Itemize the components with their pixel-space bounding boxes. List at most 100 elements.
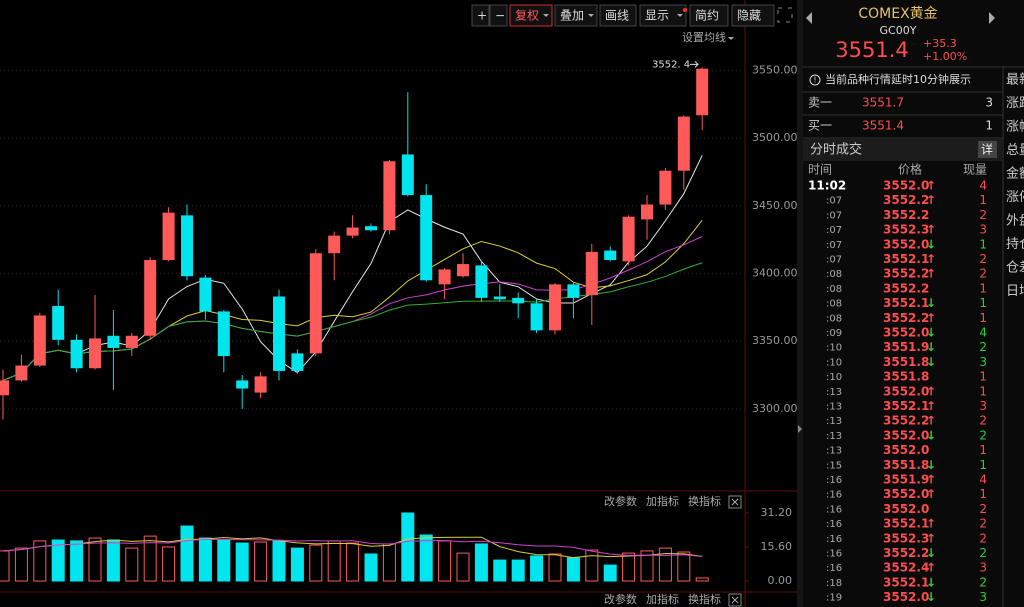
toolbar-label[interactable]: 隐藏	[737, 9, 761, 23]
detail-label[interactable]: 详	[981, 142, 993, 157]
volume-bar	[235, 542, 249, 582]
indicator-link[interactable]: 加指标	[646, 592, 679, 606]
toolbar-label[interactable]: 显示	[645, 9, 669, 23]
close-x[interactable]	[731, 498, 739, 506]
trade-arrow: ↓	[926, 326, 936, 340]
trade-time: :08	[826, 313, 842, 324]
trades-title: 分时成交	[810, 142, 862, 158]
toolbar-button[interactable]	[471, 4, 490, 27]
dropdown-caret[interactable]	[728, 37, 734, 40]
y-tick-label: 3300.00	[752, 402, 798, 415]
trade-arrow: ↓	[926, 237, 936, 251]
dropdown-caret[interactable]	[677, 14, 683, 17]
volume-bar	[290, 547, 304, 582]
volume-bar	[511, 559, 525, 582]
trade-time: :16	[826, 490, 842, 501]
dropdown-caret[interactable]	[543, 14, 549, 17]
close-button[interactable]	[728, 593, 742, 607]
volume-bar	[622, 552, 636, 582]
toolbar-button[interactable]	[554, 4, 598, 27]
trade-volume: 2	[979, 208, 987, 222]
trade-arrow: ↑	[926, 384, 936, 398]
trade-time: :07	[826, 255, 842, 266]
candle-body	[70, 339, 83, 369]
toolbar-label[interactable]: −	[495, 9, 505, 23]
candle-body	[530, 303, 543, 331]
candle-body	[659, 170, 672, 205]
trade-volume: 1	[979, 311, 987, 325]
moving-average	[2, 262, 703, 381]
toolbar-label[interactable]: 复权	[515, 9, 539, 23]
dropdown-caret[interactable]	[588, 14, 594, 17]
settings-link[interactable]: 设置均线	[682, 30, 726, 44]
trade-time: :10	[826, 343, 842, 354]
notify-dot	[683, 8, 687, 12]
toolbar-button[interactable]	[509, 4, 553, 27]
toolbar-button[interactable]	[689, 4, 729, 27]
trade-price: 3552.0	[883, 179, 929, 193]
candle-body	[254, 376, 267, 393]
toolbar-label[interactable]: 简约	[695, 8, 719, 23]
trade-price: 3551.8	[883, 355, 929, 369]
trade-arrow: ↓	[926, 296, 936, 310]
volume-bar	[162, 546, 176, 582]
toolbar-button[interactable]	[639, 4, 687, 27]
trade-time: :16	[826, 563, 842, 574]
splitter-handle[interactable]	[798, 425, 802, 433]
candle-body	[33, 315, 46, 366]
indicator-link[interactable]: 改参数	[604, 494, 637, 508]
toolbar-button[interactable]	[489, 4, 508, 27]
splitter[interactable]	[797, 0, 803, 607]
candle-body	[677, 116, 690, 171]
sell-volume: 3	[985, 96, 993, 110]
candle-body	[236, 380, 249, 389]
candle-body	[0, 380, 9, 396]
side-label: 日增	[1006, 284, 1024, 299]
trade-arrow: ↑	[926, 414, 936, 428]
quote-name: COMEX黄金	[858, 5, 937, 22]
close-x[interactable]	[731, 596, 739, 604]
trade-price: 3552.0	[883, 428, 929, 442]
trade-arrow: ↓	[926, 575, 936, 589]
volume-bar	[658, 547, 672, 582]
toolbar-button[interactable]	[731, 4, 775, 27]
indicator-link[interactable]: 加指标	[646, 494, 679, 508]
volume-average	[2, 536, 703, 559]
prev-arrow[interactable]	[806, 12, 812, 24]
candle-body	[273, 296, 285, 371]
candle-body	[107, 335, 120, 348]
trade-time: :13	[826, 416, 842, 427]
indicator-link[interactable]: 换指标	[688, 494, 721, 508]
candle-body	[89, 338, 101, 369]
trade-price: 3551.8	[883, 370, 929, 384]
toolbar-button[interactable]	[599, 4, 637, 27]
next-arrow[interactable]	[989, 12, 995, 24]
volume-tick-label: 0.00	[768, 574, 793, 587]
toolbar-label[interactable]: 画线	[605, 9, 629, 23]
toolbar-label[interactable]: +	[477, 9, 487, 23]
trade-time: :13	[826, 402, 842, 413]
trade-time: :13	[826, 387, 842, 398]
indicator-link[interactable]: 换指标	[688, 592, 721, 606]
high-arrow	[690, 60, 699, 68]
candle-body	[181, 215, 193, 277]
indicator-link[interactable]: 改参数	[604, 592, 637, 606]
trade-volume: 3	[979, 561, 987, 575]
toolbar-label[interactable]: 叠加	[560, 9, 584, 23]
trade-time: :09	[826, 328, 842, 339]
detail-button[interactable]	[978, 141, 997, 158]
candle-body	[309, 253, 322, 354]
side-label: 涨跌	[1006, 95, 1024, 111]
trade-price: 3552.2	[883, 281, 929, 295]
trade-time: :16	[826, 534, 842, 545]
trade-arrow: ↑	[926, 252, 936, 266]
trade-volume: 2	[979, 546, 987, 560]
volume-bar	[401, 512, 415, 582]
candle-body	[457, 264, 469, 277]
close-button[interactable]	[728, 495, 742, 509]
volume-bar	[419, 534, 433, 582]
trade-volume: 3	[979, 590, 987, 604]
trade-time: :07	[826, 240, 842, 251]
fullscreen-button[interactable]	[777, 7, 793, 23]
side-label: 外盘	[1006, 213, 1024, 229]
